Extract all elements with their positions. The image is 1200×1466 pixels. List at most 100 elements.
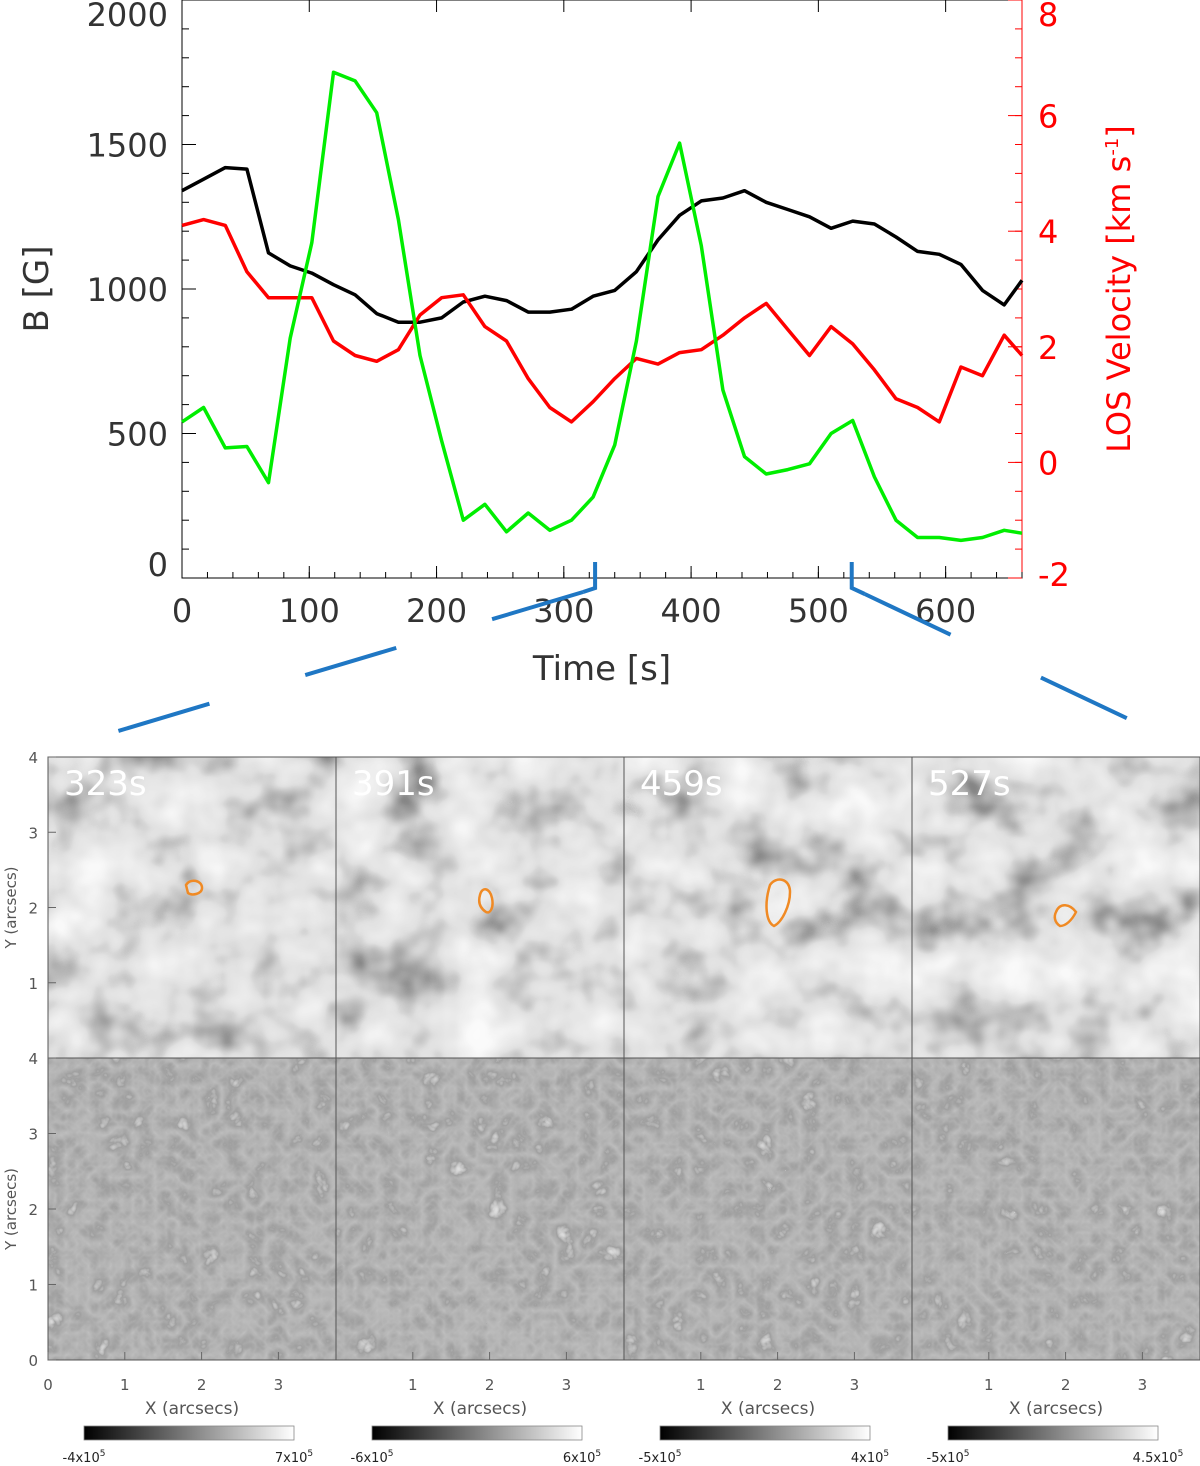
colorbar-gradient — [947, 1425, 1159, 1441]
y2-axis-label-tail: ] — [1100, 125, 1138, 137]
image-x-tick-label: 1 — [408, 1376, 418, 1394]
colorbar-min-label: -5x105 — [639, 1449, 682, 1466]
image-y-tick-label: 2 — [28, 1201, 38, 1219]
intensity-image — [912, 757, 1200, 1058]
colorbar-max-base: 7x10 — [275, 1451, 308, 1466]
series-line-1 — [181, 165, 1024, 324]
y-axis-label: B [G] — [17, 245, 57, 332]
feature-contour — [1053, 904, 1078, 928]
time-series-chart: 0 100 200 300 400 500 6000500100015002000-2024… — [17, 0, 1138, 689]
colorbar-min-label: -6x105 — [351, 1449, 394, 1466]
colorbar-max-label: 7x105 — [275, 1449, 313, 1466]
colorbar-1: -4x105 7x105 — [63, 1425, 313, 1466]
panel-column-4: 527s 1 2 3 X (arcsecs) — [911, 756, 1200, 1419]
x-tick-label: 200 — [406, 592, 467, 630]
image-frame-bottom — [911, 1057, 1200, 1361]
colorbar-max-exp: 5 — [883, 1449, 889, 1459]
panel-time-label: 323s — [64, 764, 147, 804]
x-axis-label: Time [s] — [532, 649, 671, 689]
y-tick-label: 0 — [148, 546, 168, 584]
y-tick-label: 1500 — [87, 127, 168, 165]
y-tick-label: 500 — [107, 416, 168, 454]
y2-tick-label: 2 — [1038, 329, 1058, 367]
image-x-tick-label: 2 — [485, 1376, 495, 1394]
vorticity-image — [48, 1058, 336, 1360]
colorbar-max-label: 6x105 — [563, 1449, 601, 1466]
colorbar-min-label: -5x105 — [927, 1449, 970, 1466]
image-y-tick-label: 3 — [28, 1126, 38, 1144]
panel-column-1: 323s 0 1 2 3 X (arcsecs) — [43, 756, 337, 1419]
bracket-right-hook — [849, 562, 866, 596]
panel-time-label: 527s — [928, 764, 1011, 804]
x-tick-label: 500 — [788, 592, 849, 630]
colorbar-min-exp: 5 — [676, 1449, 682, 1459]
image-x-tick-label: 1 — [120, 1376, 130, 1394]
bracket-right-line — [863, 592, 1199, 754]
intensity-image — [624, 757, 912, 1058]
colorbar-3: -5x105 4x105 — [639, 1425, 889, 1466]
y-tick-label: 2000 — [87, 0, 168, 34]
panel-column-2: 391s 1 2 3 X (arcsecs) — [335, 756, 625, 1419]
x-tick-label: 400 — [661, 592, 722, 630]
y2-tick-label: 4 — [1038, 213, 1058, 251]
image-x-tick-label: 3 — [1138, 1376, 1148, 1394]
image-y-tick-label: 4 — [28, 749, 38, 767]
colorbar-min-base: -6x10 — [351, 1451, 388, 1466]
image-x-tick-label: 2 — [197, 1376, 207, 1394]
colorbar-gradient — [371, 1425, 583, 1441]
colorbar-min-exp: 5 — [388, 1449, 394, 1459]
colorbar-max-label: 4x105 — [851, 1449, 889, 1466]
series-line-3 — [181, 70, 1023, 543]
colorbar-gradient — [83, 1425, 295, 1441]
image-y-axis-1: 1 2 3 4 Y (arcsecs) — [2, 749, 56, 993]
image-y-tick-label: 4 — [28, 1050, 38, 1068]
plot-frame — [181, 0, 1023, 579]
feature-contour — [478, 888, 494, 914]
image-y-axis-2: 0 1 2 3 4 Y (arcsecs) — [2, 1050, 56, 1370]
x-tick-label: 100 — [279, 592, 340, 630]
colorbar-max-exp: 5 — [307, 1449, 313, 1459]
image-y-axis-label: Y (arcsecs) — [2, 866, 20, 949]
colorbar-min-exp: 5 — [964, 1449, 970, 1459]
colorbar-max-base: 6x10 — [563, 1451, 596, 1466]
colorbar-max-base: 4x10 — [851, 1451, 884, 1466]
colorbar-max-exp: 5 — [595, 1449, 601, 1459]
vorticity-image — [336, 1058, 624, 1360]
bracket-left-line — [47, 590, 584, 754]
y2-axis-label-main: LOS Velocity [km s — [1100, 156, 1138, 453]
colorbar-min-label: -4x105 — [63, 1449, 106, 1466]
colorbar-min-base: -5x10 — [639, 1451, 676, 1466]
image-x-tick-label: 2 — [1061, 1376, 1071, 1394]
y2-tick-label: 6 — [1038, 98, 1058, 136]
image-x-tick-label: 1 — [984, 1376, 994, 1394]
image-x-axis-label: X (arcsecs) — [145, 1399, 239, 1419]
panel-time-label: 459s — [640, 764, 723, 804]
image-y-axis-label: Y (arcsecs) — [2, 1168, 20, 1251]
y2-axis-label-sup: -1 — [1102, 138, 1123, 156]
image-x-tick-label: 1 — [696, 1376, 706, 1394]
image-x-tick-label: 2 — [773, 1376, 783, 1394]
image-x-axis-label: X (arcsecs) — [721, 1399, 815, 1419]
panel-column-3: 459s 1 2 3 X (arcsecs) — [623, 756, 913, 1419]
image-x-axis-label: X (arcsecs) — [433, 1399, 527, 1419]
intensity-image — [48, 757, 336, 1058]
image-x-tick-label: 3 — [562, 1376, 572, 1394]
image-x-tick-label: 0 — [43, 1376, 53, 1394]
colorbar-max-base: 4.5x10 — [1133, 1451, 1178, 1466]
colorbar-4: -5x105 4.5x105 — [927, 1425, 1184, 1466]
image-y-tick-label: 2 — [28, 900, 38, 918]
colorbar-max-exp: 5 — [1178, 1449, 1184, 1459]
image-x-tick-label: 3 — [274, 1376, 284, 1394]
y2-axis-label: LOS Velocity [km s-1] — [1100, 125, 1138, 453]
colorbar-min-base: -4x10 — [63, 1451, 100, 1466]
image-y-tick-label: 3 — [28, 824, 38, 842]
colorbar-2: -6x105 6x105 — [351, 1425, 601, 1466]
colorbar-max-label: 4.5x105 — [1133, 1449, 1184, 1466]
vorticity-image — [624, 1058, 912, 1360]
vorticity-image — [912, 1058, 1200, 1360]
image-y-tick-label: 1 — [28, 1277, 38, 1295]
bracket-left-hook — [582, 562, 598, 594]
series-line-2 — [181, 217, 1024, 424]
panel-time-label: 391s — [352, 764, 435, 804]
